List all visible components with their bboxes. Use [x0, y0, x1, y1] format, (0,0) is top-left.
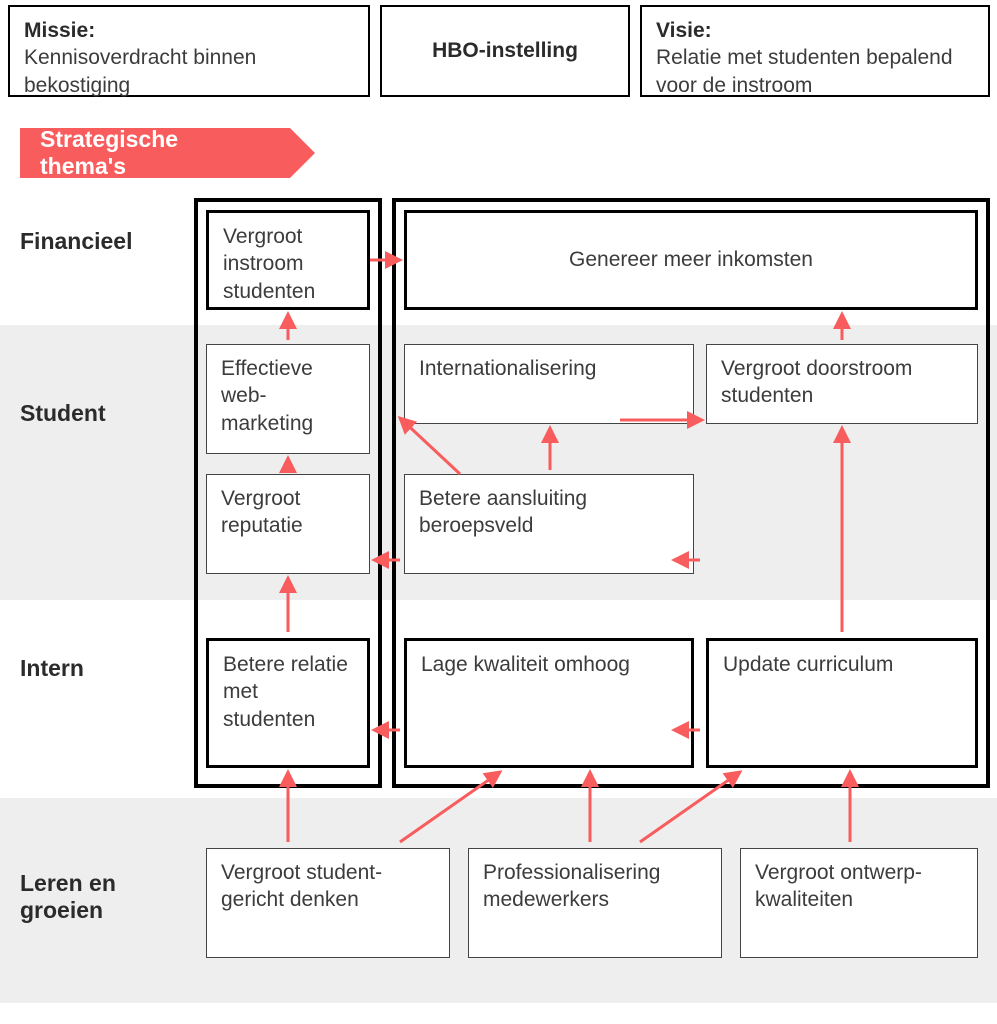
missie-title: Missie:: [24, 19, 95, 42]
node-vergroot-instroom: Vergroot instroom studenten: [206, 210, 370, 310]
node-relatie-studenten: Betere relatie met studenten: [206, 638, 370, 768]
header-visie: Visie: Relatie met studenten bepalend vo…: [640, 5, 990, 97]
node-reputatie: Vergroot reputatie: [206, 474, 370, 574]
node-beroepsveld: Betere aansluiting beroepsveld: [404, 474, 694, 574]
banner-strategische-themas: Strategische thema's: [20, 128, 290, 178]
visie-text: Relatie met studenten bepalend voor de i…: [656, 46, 953, 96]
node-ontwerpkwaliteiten: Vergroot ontwerp-kwaliteiten: [740, 848, 978, 958]
row-label-student: Student: [20, 400, 106, 427]
row-label-intern: Intern: [20, 655, 84, 682]
node-studentgericht-denken: Vergroot student-gericht denken: [206, 848, 450, 958]
row-label-financieel: Financieel: [20, 228, 132, 255]
node-internationalisering: Internationalisering: [404, 344, 694, 424]
node-kwaliteit: Lage kwaliteit omhoog: [404, 638, 694, 768]
visie-title: Visie:: [656, 19, 712, 42]
node-genereer-inkomsten: Genereer meer inkomsten: [404, 210, 978, 310]
missie-text: Kennisoverdracht binnen bekostiging: [24, 46, 256, 96]
center-text: HBO-instelling: [432, 37, 578, 64]
row-label-leren: Leren en groeien: [20, 870, 170, 924]
header-missie: Missie: Kennisoverdracht binnen bekostig…: [8, 5, 370, 97]
node-curriculum: Update curriculum: [706, 638, 978, 768]
node-webmarketing: Effectieve web-marketing: [206, 344, 370, 454]
node-professionalisering: Professionalisering medewerkers: [468, 848, 722, 958]
banner-text: Strategische thema's: [40, 126, 270, 180]
header-center: HBO-instelling: [380, 5, 630, 97]
node-doorstroom: Vergroot doorstroom studenten: [706, 344, 978, 424]
